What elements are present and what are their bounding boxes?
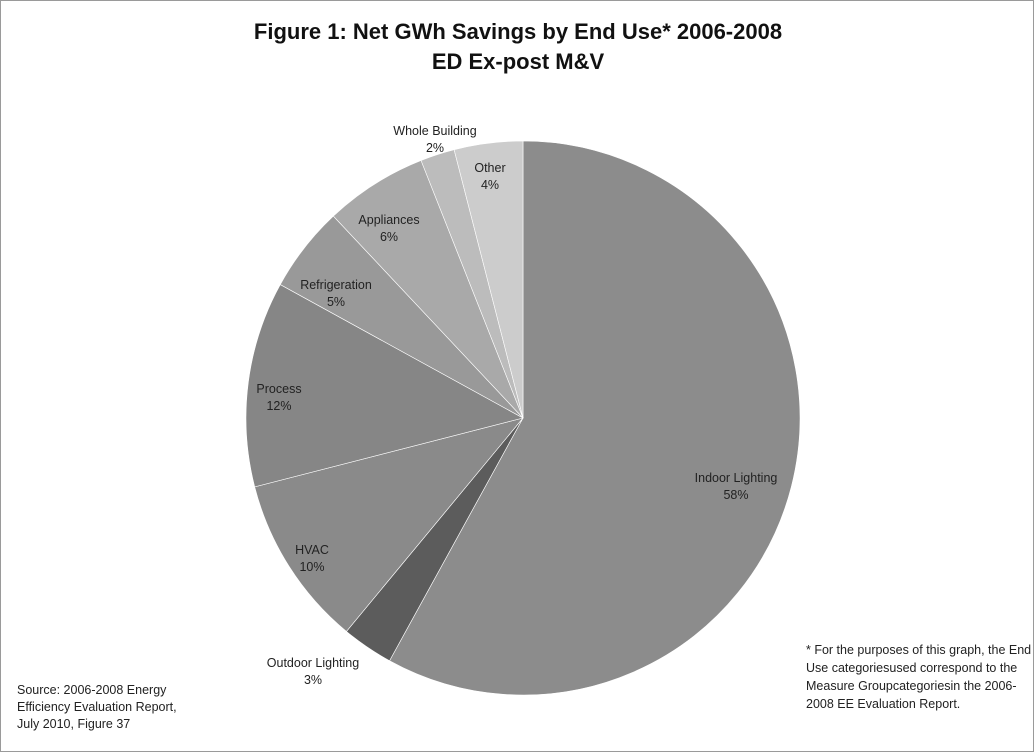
pie-slice-indoor-lighting [389, 140, 801, 696]
pie-slice-hvac [254, 417, 524, 632]
slice-label-whole-building: Whole Building 2% [393, 124, 476, 155]
slice-label-indoor-lighting: Indoor Lighting 58% [695, 471, 778, 502]
pie-slices [245, 140, 801, 696]
slice-label-hvac: HVAC 10% [295, 543, 329, 574]
slice-label-refrigeration: Refrigeration 5% [300, 278, 372, 309]
slice-label-other: Other 4% [474, 161, 505, 192]
slice-label-process: Process 12% [256, 382, 301, 413]
slice-labels: Indoor Lighting 58% Outdoor Lighting 3% HVAC… [256, 124, 777, 687]
slice-label-appliances: Appliances 6% [358, 213, 419, 244]
chart-title: Figure 1: Net GWh Savings by End Use* 20… [253, 19, 783, 44]
slice-label-outdoor-lighting: Outdoor Lighting 3% [267, 656, 359, 687]
pie-slice-process [245, 284, 524, 488]
pie-slice-other [453, 140, 524, 419]
source-note: Source: 2006-2008 Energy Efficiency Eval… [17, 683, 177, 731]
footnote: * For the purposes of this graph, the En… [806, 643, 1032, 711]
chart-subtitle: ED Ex-post M&V [431, 49, 605, 74]
